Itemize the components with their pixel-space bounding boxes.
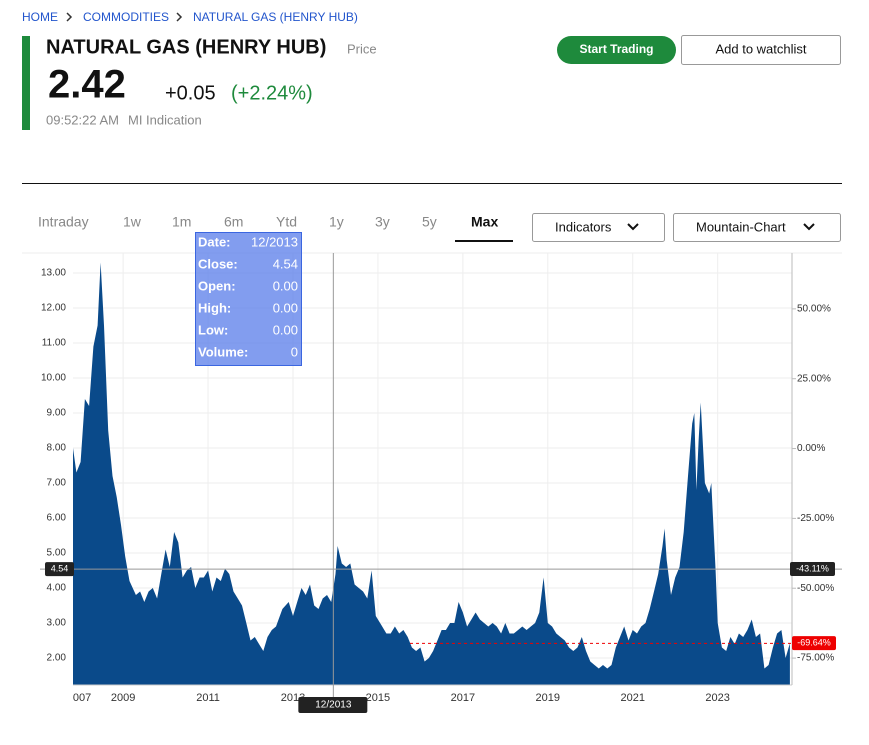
y-tick-label: 7.00 <box>47 478 67 489</box>
y2-tick-label: 0.00% <box>797 443 825 454</box>
start-trading-button[interactable] <box>557 36 676 64</box>
tooltip-value: 12/2013 <box>251 234 298 249</box>
change: +0.05 <box>165 82 216 104</box>
chart-type-dropdown[interactable] <box>673 213 841 242</box>
crosshair-y2-box <box>790 561 835 576</box>
tab[interactable]: 1w <box>123 214 142 230</box>
tooltip-box <box>195 232 302 366</box>
y-tick-label: 2.00 <box>47 653 67 664</box>
crosshair-x-box <box>298 697 368 713</box>
y2-tick-label: -25.00% <box>797 513 834 524</box>
price: 2.42 <box>48 63 126 107</box>
time: 09:52:22 AM <box>46 112 119 127</box>
x-tick-label: 2011 <box>196 692 220 704</box>
change-pct: (+2.24%) <box>231 82 313 104</box>
y-tick-label: 11.00 <box>42 338 67 349</box>
x-tick-label: 2019 <box>536 692 560 704</box>
tooltip-key: Low: <box>198 322 228 337</box>
tooltip-value: 0 <box>291 344 298 359</box>
tooltip-key: Open: <box>198 278 236 293</box>
watchlist-button[interactable] <box>681 35 841 65</box>
breadcrumb-link[interactable]: NATURAL GAS (HENRY HUB) <box>193 10 358 24</box>
crosshair-y-label: 4.54 <box>51 563 69 573</box>
indicators-dropdown[interactable] <box>532 213 665 242</box>
x-tick-label: 2017 <box>451 692 475 704</box>
tooltip-value: 4.54 <box>273 256 298 271</box>
y-tick-label: 6.00 <box>47 513 67 524</box>
crosshair-x-label: 12/2013 <box>315 700 352 711</box>
dropdown-label[interactable]: Indicators <box>555 219 612 234</box>
y-tick-label: 4.00 <box>47 583 67 594</box>
y-tick-label: 12.00 <box>41 303 66 314</box>
kind: Price <box>347 41 377 56</box>
crosshair-y2-label: -43.11% <box>796 563 829 573</box>
crosshair-y-box <box>45 562 74 577</box>
dropdown-label[interactable]: Mountain-Chart <box>696 219 786 234</box>
y-tick-label: 5.00 <box>47 548 67 559</box>
x-tick-label: 2015 <box>366 692 390 704</box>
tab-underline <box>455 240 513 242</box>
y2-tick-label: -50.00% <box>797 583 834 594</box>
tab[interactable]: 5y <box>422 214 437 230</box>
tab[interactable]: 6m <box>224 214 243 230</box>
y-tick-label: 13.00 <box>41 268 66 279</box>
button-label[interactable]: Add to watchlist <box>715 41 806 56</box>
y-tick-label: 3.00 <box>47 618 67 629</box>
price-area <box>73 262 790 685</box>
tooltip-value: 0.00 <box>273 300 298 315</box>
x-tick-label: 2009 <box>111 692 135 704</box>
tooltip-key: High: <box>198 300 231 315</box>
chevron <box>803 223 815 231</box>
tooltip-value: 0.00 <box>273 322 298 337</box>
y2-tick-label: 50.00% <box>797 304 831 315</box>
tooltip-key: Close: <box>198 256 238 271</box>
tab[interactable]: 1m <box>172 214 191 230</box>
y-tick-label: 8.00 <box>47 443 67 454</box>
source: MI Indication <box>128 112 202 127</box>
x-tick-label: 2007 <box>67 692 91 704</box>
button-label[interactable]: Start Trading <box>579 42 653 56</box>
tab[interactable]: 3y <box>375 214 390 230</box>
tabs: Intraday 1w 1m 6m Ytd 1y 3y 5y Max <box>38 214 513 242</box>
last-price-box <box>792 636 836 651</box>
y2-tick-label: -75.00% <box>797 653 834 664</box>
y-tick-label: 10.00 <box>41 373 66 384</box>
breadcrumb-link[interactable]: HOME <box>22 10 58 24</box>
chart: 2.00 3.00 4.00 5.00 6.00 7.00 8.00 9.00 10.00 11.… <box>22 252 842 713</box>
last-price-label: -69.64% <box>797 637 831 647</box>
x-axis: 2007 2009 2011 2013 2015 2017 2019 2021 2023 <box>67 692 730 704</box>
tooltip: Date: 12/2013 Close: 4.54 Open: 0.00 High: 0.00… <box>195 232 302 366</box>
tab[interactable]: Intraday <box>38 214 89 230</box>
tooltip-key: Volume: <box>198 344 248 359</box>
accent-bar <box>22 36 30 130</box>
tooltip-value: 0.00 <box>273 278 298 293</box>
y-tick-label: 9.00 <box>47 408 67 419</box>
breadcrumb-link[interactable]: COMMODITIES <box>83 10 169 24</box>
chevron <box>176 12 183 22</box>
tab[interactable]: 1y <box>329 214 344 230</box>
title: NATURAL GAS (HENRY HUB) <box>46 36 326 58</box>
tab[interactable]: Ytd <box>276 214 297 230</box>
chevron <box>66 12 73 22</box>
tab[interactable]: Max <box>471 214 498 230</box>
chevron <box>627 223 639 231</box>
tooltip-key: Date: <box>198 234 231 249</box>
x-tick-label: 2021 <box>620 692 644 704</box>
y2-tick-label: 25.00% <box>797 373 831 384</box>
x-tick-label: 2023 <box>705 692 729 704</box>
